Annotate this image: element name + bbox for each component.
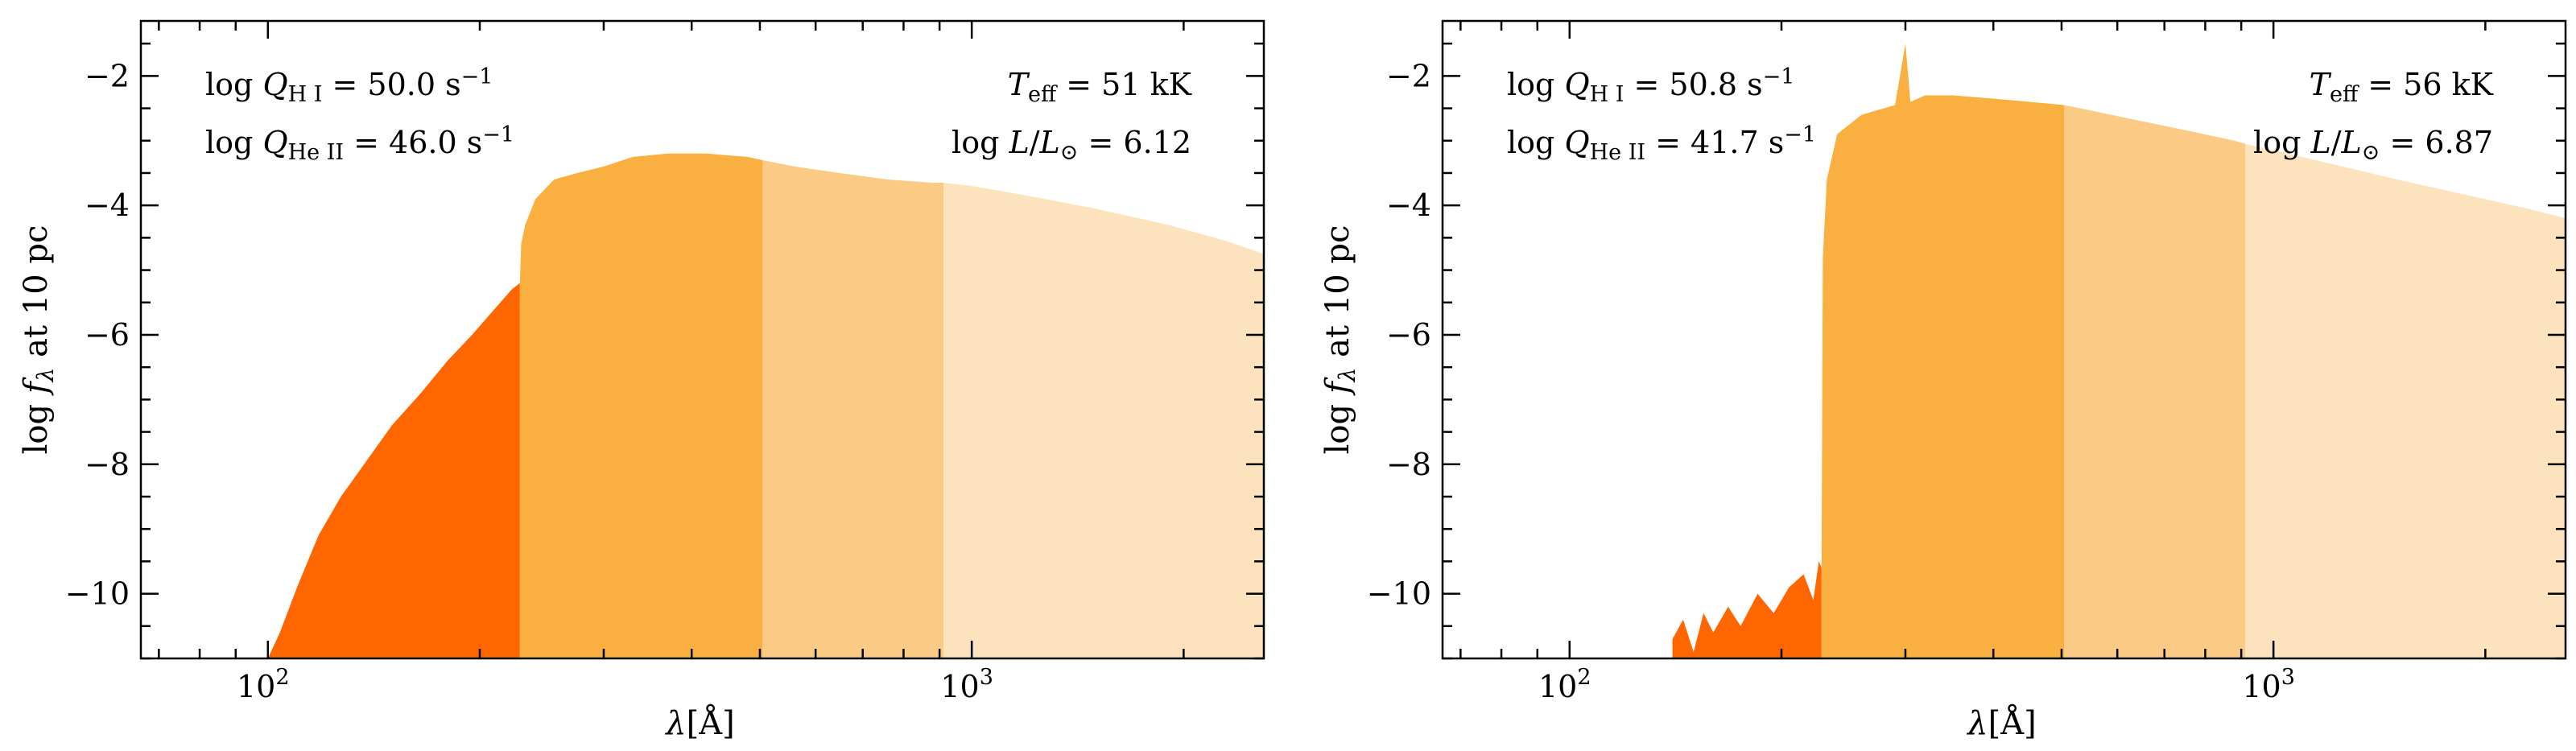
y-tick-label: −10: [1367, 576, 1431, 612]
y-axis-label-left: log fλ at 10 pc: [18, 225, 59, 455]
x-axis-label-left: λ[Å]: [664, 704, 734, 742]
y-axis-label-log: log: [18, 394, 55, 454]
spectrum-band-1: [1672, 561, 1822, 658]
spectrum-band-2: [1821, 43, 2064, 658]
y-axis-label-rest: at 10 pc: [18, 225, 55, 368]
y-axis-label-lambda: λ: [32, 368, 59, 383]
annotation-teff-left: Teff = 51 kK: [1008, 67, 1192, 107]
y-tick-label: −8: [85, 447, 130, 482]
plot-frame-right: [1441, 19, 2567, 660]
plot-frame-left: [139, 19, 1265, 660]
y-tick-label: −6: [1386, 317, 1431, 353]
y-axis-label-log: log: [1319, 394, 1356, 454]
spectrum-band-3: [2064, 105, 2246, 658]
x-tick-label: 103: [940, 665, 993, 704]
x-axis-label-unit: [Å]: [687, 704, 735, 742]
x-tick-label: 103: [2242, 665, 2295, 704]
y-tick-label: −4: [85, 188, 130, 223]
y-tick-label: −4: [1386, 188, 1431, 223]
annotation-q-h-left: log QH I = 50.0 s−1: [205, 64, 493, 107]
x-axis-label-lambda: λ: [1966, 705, 1988, 742]
annotation-q-he-left: log QHe II = 46.0 s−1: [205, 122, 514, 165]
spectrum-band-2: [519, 153, 762, 658]
y-tick-label: −2: [1386, 58, 1431, 93]
x-axis-label-lambda: λ: [664, 705, 686, 742]
ticks-left: −10 −8 −6 −4 −2 102 103: [65, 21, 1264, 704]
x-axis-label-unit: [Å]: [1988, 704, 2037, 742]
y-axis-label-lambda: λ: [1334, 368, 1360, 383]
x-tick-label: 102: [1538, 665, 1591, 704]
y-axis-label-right: log fλ at 10 pc: [1319, 225, 1360, 455]
x-tick-label: 102: [237, 665, 290, 704]
spectrum-band-3: [762, 159, 944, 658]
annotation-q-h-right: log QH I = 50.8 s−1: [1507, 64, 1794, 107]
y-tick-label: −10: [65, 576, 130, 612]
spectrum-band-4: [943, 183, 1264, 658]
spectrum-bands-right: [1672, 43, 2566, 658]
x-axis-label-right: λ[Å]: [1966, 704, 2036, 742]
annotation-luminosity-right: log L/L⊙ = 6.87: [2253, 125, 2493, 165]
ticks-right: −10 −8 −6 −4 −2 102 103: [1367, 21, 2566, 704]
spectrum-band-1: [267, 283, 520, 658]
y-axis-label-rest: at 10 pc: [1319, 225, 1356, 368]
spectrum-band-4: [2245, 143, 2566, 658]
y-tick-label: −6: [85, 317, 130, 353]
spectrum-bands-left: [267, 153, 1264, 658]
annotation-q-he-right: log QHe II = 41.7 s−1: [1507, 122, 1816, 165]
annotation-luminosity-left: log L/L⊙ = 6.12: [952, 125, 1191, 165]
y-tick-label: −8: [1386, 447, 1431, 482]
y-tick-label: −2: [85, 58, 130, 93]
annotation-teff-right: Teff = 56 kK: [2310, 67, 2494, 107]
